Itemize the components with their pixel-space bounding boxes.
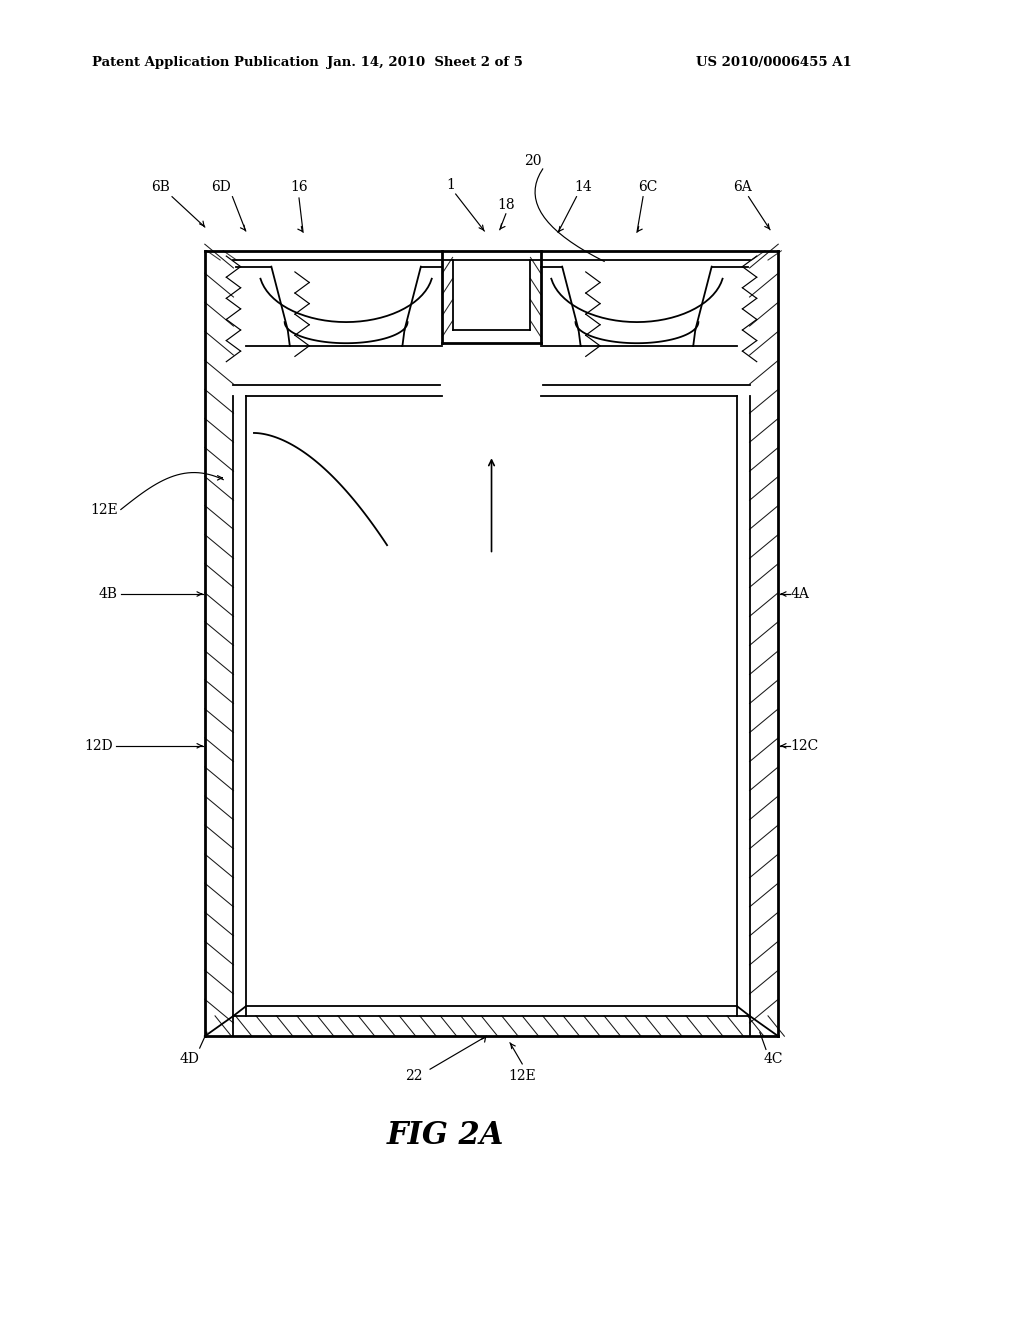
Text: 18: 18: [497, 198, 515, 211]
Text: 6A: 6A: [733, 181, 752, 194]
Text: 6B: 6B: [152, 181, 170, 194]
Text: 12E: 12E: [508, 1069, 537, 1082]
Text: 12D: 12D: [84, 739, 113, 752]
Text: Jan. 14, 2010  Sheet 2 of 5: Jan. 14, 2010 Sheet 2 of 5: [327, 55, 523, 69]
Text: 12E: 12E: [90, 503, 118, 516]
Text: 14: 14: [574, 181, 593, 194]
Text: Patent Application Publication: Patent Application Publication: [92, 55, 318, 69]
Text: 16: 16: [290, 181, 308, 194]
Text: 12C: 12C: [791, 739, 819, 752]
Text: 1: 1: [446, 178, 455, 191]
Text: 6C: 6C: [639, 181, 657, 194]
Text: 6D: 6D: [211, 181, 231, 194]
Text: US 2010/0006455 A1: US 2010/0006455 A1: [696, 55, 852, 69]
Text: 4A: 4A: [791, 587, 809, 601]
Text: 4D: 4D: [179, 1052, 200, 1065]
Text: 4C: 4C: [763, 1052, 783, 1065]
Text: 20: 20: [523, 154, 542, 168]
Text: FIG 2A: FIG 2A: [387, 1119, 504, 1151]
Text: 22: 22: [404, 1069, 423, 1082]
Text: 4B: 4B: [98, 587, 118, 601]
